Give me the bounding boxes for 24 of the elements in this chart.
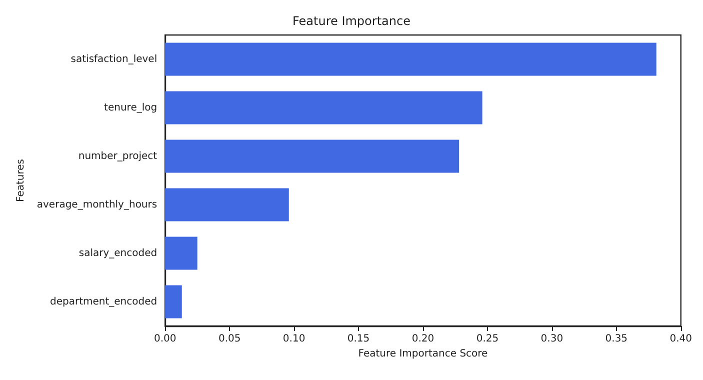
- x-tick-label: 0.35: [605, 334, 628, 344]
- x-tick-label: 0.40: [670, 334, 692, 344]
- y-tick-label: number_project: [78, 150, 158, 162]
- x-tick-label: 0.15: [347, 334, 370, 344]
- x-tick-label: 0.25: [476, 334, 499, 344]
- x-tick-label: 0.10: [282, 334, 306, 344]
- y-tick-label: salary_encoded: [78, 248, 158, 259]
- chart-title: Feature Importance: [292, 14, 410, 28]
- bar: [165, 285, 182, 318]
- bar: [165, 42, 656, 76]
- y-tick-label: average_monthly_hours: [36, 199, 158, 210]
- x-tick-label: 0.05: [218, 334, 241, 344]
- x-axis-title: Feature Importance Score: [358, 348, 488, 360]
- y-tick-label: tenure_log: [104, 102, 158, 114]
- bar: [165, 140, 460, 173]
- x-tick-label: 0.00: [154, 334, 176, 344]
- bar: [165, 236, 198, 270]
- x-tick-label: 0.30: [540, 334, 564, 344]
- x-tick-label: 0.20: [412, 334, 434, 344]
- bar: [165, 188, 289, 222]
- y-axis-title: Features: [16, 159, 26, 202]
- bar: [165, 91, 482, 124]
- y-tick-label: satisfaction_level: [70, 54, 158, 65]
- y-tick-label: department_encoded: [50, 296, 158, 308]
